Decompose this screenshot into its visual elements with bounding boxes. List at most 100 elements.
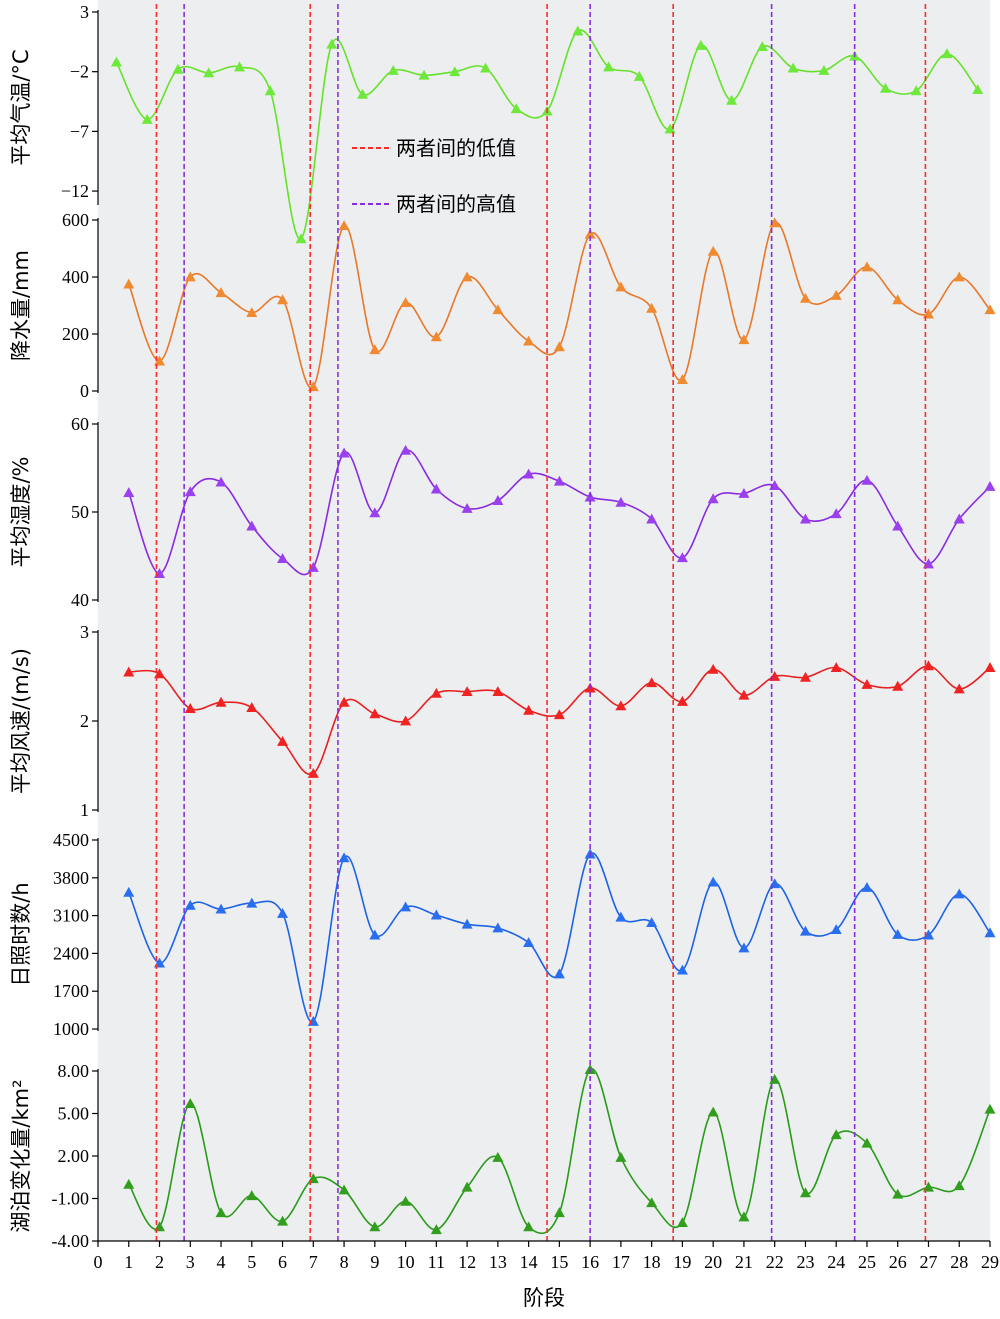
data-point: [369, 344, 381, 355]
data-point: [615, 1151, 627, 1162]
data-point: [400, 1195, 412, 1206]
data-point: [277, 735, 289, 746]
data-point: [553, 341, 565, 352]
data-point: [984, 927, 996, 938]
data-point: [615, 911, 627, 922]
data-point: [338, 220, 350, 231]
data-point: [123, 886, 135, 897]
data-point: [922, 660, 934, 671]
data-point: [461, 1181, 473, 1192]
data-point: [154, 668, 166, 679]
data-point: [953, 683, 965, 694]
data-point: [369, 929, 381, 940]
y-tick-label: 0: [80, 381, 89, 401]
data-point: [953, 1180, 965, 1191]
data-point: [338, 696, 350, 707]
data-point: [400, 297, 412, 308]
y-axis-title: 日照时数/h: [9, 882, 33, 986]
data-point: [523, 937, 535, 947]
data-point: [523, 704, 535, 715]
data-point: [215, 1207, 227, 1218]
y-tick-label: 3800: [53, 868, 89, 888]
y-tick-label: −2: [70, 62, 89, 82]
data-point: [799, 292, 811, 303]
data-point: [277, 294, 289, 305]
data-point: [738, 942, 750, 953]
data-point: [430, 1224, 442, 1235]
data-point: [492, 686, 504, 697]
data-point: [184, 271, 196, 282]
x-tick-label: 8: [340, 1252, 349, 1272]
data-point: [861, 882, 873, 892]
y-tick-label: 3: [80, 622, 89, 642]
data-point: [523, 1221, 535, 1232]
data-point: [277, 1215, 289, 1226]
data-point: [695, 39, 707, 50]
data-point: [984, 662, 996, 672]
data-point: [123, 1178, 135, 1189]
data-point: [203, 67, 215, 78]
data-point: [123, 278, 135, 289]
data-point: [215, 476, 227, 487]
x-tick-label: 2: [155, 1252, 164, 1272]
y-tick-label: 2400: [53, 943, 89, 963]
data-point: [246, 897, 258, 908]
data-point: [295, 233, 307, 244]
data-point: [984, 1103, 996, 1114]
x-axis: 0 1 2 3 4 5 6 7 8 9 10 11 12 13 14 15 16 17 18 19 20 21 22 23 24…: [94, 1240, 999, 1272]
y-tick-label: 50: [71, 502, 89, 522]
data-point: [738, 334, 750, 345]
panel-wind-speed: 3 2 1 平均风速/(m/s): [9, 622, 996, 820]
data-point: [799, 925, 811, 936]
plot-background: [98, 0, 990, 1241]
data-point: [738, 1211, 750, 1222]
data-point: [154, 355, 166, 366]
data-point: [676, 964, 688, 975]
data-point: [922, 308, 934, 319]
data-point: [492, 304, 504, 315]
data-point: [953, 513, 965, 524]
data-point: [184, 703, 196, 713]
data-point: [972, 84, 984, 94]
data-point: [664, 123, 676, 134]
data-point: [430, 483, 442, 494]
y-axis-title: 平均风速/(m/s): [9, 648, 33, 794]
y-tick-label: 60: [71, 414, 89, 434]
legend: 两者间的低值 两者间的高值: [352, 136, 516, 216]
data-point: [676, 695, 688, 706]
data-point: [910, 85, 922, 96]
data-point: [553, 968, 565, 979]
data-point: [738, 689, 750, 700]
data-point: [461, 271, 473, 282]
y-tick-label: 2: [80, 711, 89, 731]
x-tick-label: 12: [458, 1252, 476, 1272]
panels-layer: 3 −2 −7 −12 平均气温/°C 600 400 200 0 降水量/mm 60 50 40 平均湿…: [9, 2, 996, 1251]
data-point: [707, 663, 719, 674]
data-point: [830, 508, 842, 519]
data-point: [830, 662, 842, 672]
data-point: [892, 520, 904, 531]
data-point: [338, 1184, 350, 1195]
data-point: [861, 679, 873, 689]
y-tick-label: 40: [71, 590, 89, 610]
data-point: [246, 307, 258, 318]
data-point: [418, 69, 430, 80]
x-tick-label: 0: [94, 1252, 103, 1272]
data-point: [646, 677, 658, 688]
y-tick-label: 200: [62, 324, 89, 344]
y-tick-label: 400: [62, 267, 89, 287]
y-tick-label: −12: [61, 181, 89, 201]
y-axis-title: 降水量/mm: [9, 250, 33, 361]
data-point: [184, 899, 196, 910]
data-point: [769, 1074, 781, 1084]
x-tick-label: 16: [581, 1252, 599, 1272]
y-tick-label: 3100: [53, 906, 89, 926]
data-point: [461, 686, 473, 697]
y-tick-label: 3: [80, 2, 89, 22]
data-point: [676, 1217, 688, 1227]
data-point: [215, 903, 227, 914]
data-point: [430, 687, 442, 698]
panel-lake-change: 8.00 5.00 2.00 -1.00 -4.00 湖泊变化量/km²: [9, 1061, 996, 1251]
data-point: [172, 63, 184, 74]
